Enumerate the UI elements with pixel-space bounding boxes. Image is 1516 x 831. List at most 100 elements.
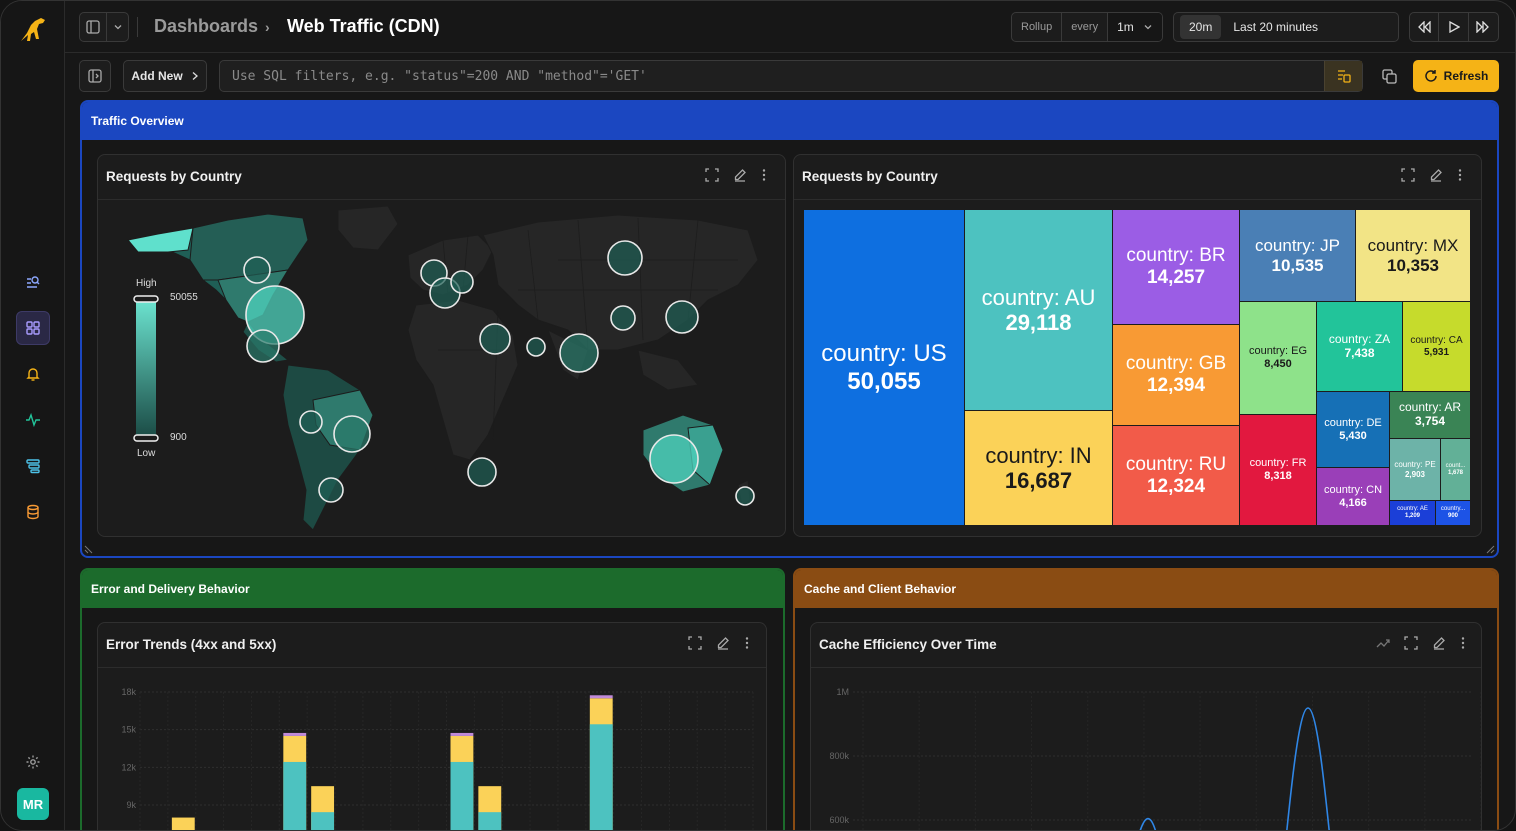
treemap-cell[interactable]: country: JP 10,535 (1240, 210, 1356, 302)
edit-icon[interactable] (733, 168, 747, 182)
expand-icon[interactable] (705, 168, 719, 182)
copy-icon (1381, 68, 1397, 84)
treemap-cell[interactable]: country: ZA 7,438 (1317, 302, 1403, 392)
bubble-br[interactable] (333, 415, 371, 453)
world-map[interactable]: High 50055 900 Low (98, 200, 786, 537)
bubble-nz[interactable] (735, 486, 755, 506)
bubble-eg[interactable] (479, 323, 511, 355)
panel-title: Cache Efficiency Over Time (819, 637, 997, 652)
gear-icon[interactable] (16, 745, 50, 779)
bubble-ru[interactable] (607, 240, 643, 276)
treemap-cell[interactable]: country: AE 1,209 (1390, 501, 1436, 526)
treemap-cell[interactable]: country: US 50,055 (804, 210, 965, 526)
treemap-cell-value: 1,678 (1447, 469, 1463, 476)
rollup-control: Rollup every 1m (1011, 12, 1163, 42)
logo-icon[interactable] (17, 15, 49, 43)
sidebar: MR (1, 1, 65, 830)
bubble-pe[interactable] (299, 410, 323, 434)
bubble-ae[interactable] (526, 337, 546, 357)
rewind-button[interactable] (1410, 13, 1440, 41)
treemap-cell[interactable]: country: EG 8,450 (1240, 302, 1317, 415)
bar-segment[interactable] (171, 817, 195, 831)
treemap-cell[interactable]: country: MX 10,353 (1356, 210, 1471, 302)
more-vertical-icon[interactable] (744, 636, 750, 650)
treemap-cell[interactable]: country: CA 5,931 (1403, 302, 1471, 392)
search-list-icon[interactable] (16, 265, 50, 299)
dashboard-icon[interactable] (16, 311, 50, 345)
bar-segment[interactable] (450, 732, 474, 736)
layers-icon[interactable] (16, 449, 50, 483)
bar-segment[interactable] (450, 761, 474, 831)
treemap-cell[interactable]: country: AU 29,118 (965, 210, 1113, 411)
bubble-jp[interactable] (665, 300, 699, 334)
add-new-button[interactable]: Add New (123, 60, 207, 92)
interval-select[interactable]: 1m (1108, 13, 1162, 41)
bubble-ca[interactable] (243, 256, 271, 284)
bubble-mx[interactable] (246, 329, 280, 363)
refresh-button[interactable]: Refresh (1413, 60, 1499, 92)
treemap-cell[interactable]: country: BR 14,257 (1113, 210, 1240, 325)
edit-icon[interactable] (716, 636, 730, 650)
treemap-cell[interactable]: count... 1,678 (1441, 439, 1471, 501)
treemap-cell[interactable]: country: FR 8,318 (1240, 415, 1317, 526)
sql-filter-input[interactable] (232, 61, 1322, 91)
toolbar: Add New Refresh (65, 53, 1515, 99)
more-vertical-icon[interactable] (1457, 168, 1463, 182)
play-button[interactable] (1439, 13, 1469, 41)
bar-segment[interactable] (283, 732, 307, 736)
treemap-cell[interactable]: country: DE 5,430 (1317, 392, 1390, 468)
bar-segment[interactable] (311, 812, 335, 831)
more-vertical-icon[interactable] (1460, 636, 1466, 650)
bubble-za[interactable] (467, 457, 497, 487)
treemap-cell[interactable]: country: AR 3,754 (1390, 392, 1471, 439)
more-vertical-icon[interactable] (761, 168, 767, 182)
bubble-au[interactable] (649, 434, 699, 484)
bubble-de[interactable] (450, 270, 474, 294)
expand-icon[interactable] (1401, 168, 1415, 182)
sidebar-toggle-button[interactable] (79, 12, 129, 42)
legend-gradient (136, 296, 156, 438)
avatar[interactable]: MR (17, 788, 49, 820)
treemap-cell-value: 2,903 (1404, 469, 1426, 479)
resize-handle-left-icon[interactable] (84, 544, 94, 554)
treemap-cell-value: 5,931 (1423, 346, 1450, 358)
legend-high-label: High (136, 278, 157, 289)
fast-forward-icon (1476, 21, 1490, 33)
trend-icon[interactable] (1376, 636, 1390, 650)
legend-low-handle[interactable] (133, 434, 159, 442)
copy-button[interactable] (1373, 60, 1405, 92)
bell-icon[interactable] (16, 357, 50, 391)
cache-efficiency-chart[interactable]: 1M 800k 600k (811, 668, 1482, 831)
bar-segment[interactable] (589, 724, 613, 831)
pulse-icon[interactable] (16, 403, 50, 437)
section-cache-client: Cache and Client Behavior Cache Efficien… (793, 568, 1499, 831)
treemap-cell[interactable]: country: GB 12,394 (1113, 325, 1240, 426)
error-trends-chart[interactable]: 18k15k12k9k6k (98, 668, 767, 831)
bar-segment[interactable] (283, 761, 307, 831)
expand-icon[interactable] (688, 636, 702, 650)
resize-handle-right-icon[interactable] (1485, 544, 1495, 554)
bubble-cn[interactable] (610, 305, 636, 331)
bubble-in[interactable] (559, 333, 599, 373)
sql-builder-button[interactable] (1324, 61, 1362, 91)
bubble-ar[interactable] (318, 477, 344, 503)
treemap-cell[interactable]: country... 900 (1436, 501, 1471, 526)
legend-high-handle[interactable] (133, 295, 159, 303)
breadcrumb-dashboards[interactable]: Dashboards (154, 16, 259, 36)
fast-forward-button[interactable] (1469, 13, 1498, 41)
edit-icon[interactable] (1432, 636, 1446, 650)
treemap-cell[interactable]: country: PE 2,903 (1390, 439, 1441, 501)
panel-toggle-button[interactable] (79, 60, 111, 92)
time-range-picker[interactable]: 20m Last 20 minutes (1173, 12, 1399, 42)
edit-icon[interactable] (1429, 168, 1443, 182)
bar-segment[interactable] (478, 812, 502, 831)
treemap-cell[interactable]: country: CN 4,166 (1317, 468, 1390, 526)
refresh-icon (1424, 70, 1437, 82)
bar-segment[interactable] (589, 695, 613, 699)
database-icon[interactable] (16, 495, 50, 529)
treemap-cell[interactable]: country: RU 12,324 (1113, 426, 1240, 526)
expand-icon[interactable] (1404, 636, 1418, 650)
treemap-cell[interactable]: country: IN 16,687 (965, 411, 1113, 526)
chevron-down-icon (114, 25, 121, 30)
cache-series-line[interactable] (1131, 707, 1333, 831)
